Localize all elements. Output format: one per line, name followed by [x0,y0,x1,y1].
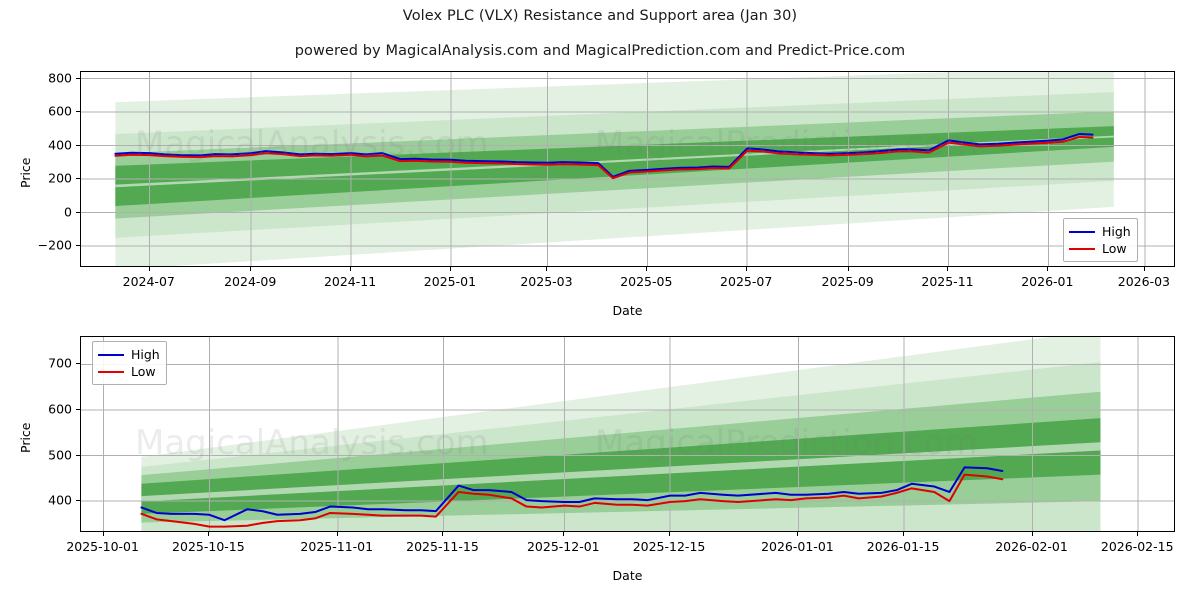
legend-item-low[interactable]: Low [98,363,160,380]
y-tick-mark [76,245,80,247]
y-tick-label: 400 [48,137,72,153]
legend-label-low: Low [1102,241,1127,256]
legend-item-high[interactable]: High [1069,223,1131,240]
top-chart-canvas [81,72,1174,266]
x-tick-label: 2025-12-15 [632,539,706,554]
y-tick-label: 200 [48,170,72,186]
legend-label-high: High [1102,224,1131,239]
x-tick-mark [563,532,565,536]
chart-subtitle: powered by MagicalAnalysis.com and Magic… [294,43,906,59]
y-tick-label: 0 [64,204,72,220]
x-tick-mark [797,532,799,536]
y-tick-mark [76,178,80,180]
x-tick-mark [746,267,748,271]
x-tick-mark [449,267,451,271]
x-tick-mark [148,267,150,271]
y-tick-mark [76,454,80,456]
x-tick-label: 2025-01 [423,274,477,289]
y-tick-mark [76,363,80,365]
legend-label-low: Low [131,364,156,379]
x-tick-label: 2025-05 [620,274,673,289]
y-tick-label: 700 [48,355,72,371]
x-tick-mark [336,532,338,536]
x-tick-label: 2025-10-15 [172,539,245,554]
x-tick-mark [250,267,252,271]
top-chart-x-axis-label: Date [612,303,643,318]
x-tick-label: 2025-11-15 [406,539,479,554]
bottom-chart-canvas [81,337,1174,531]
x-tick-label: 2026-03 [1117,274,1171,289]
x-tick-label: 2024-09 [224,274,277,289]
x-tick-mark [1031,532,1033,536]
x-tick-label: 2024-07 [122,274,175,289]
x-tick-mark [1137,532,1139,536]
x-tick-mark [847,267,849,271]
x-tick-label: 2026-01 [1021,274,1074,289]
x-tick-label: 2025-11 [921,274,974,289]
x-tick-mark [442,532,444,536]
y-tick-label: 600 [48,103,72,119]
x-tick-label: 2025-12-01 [526,539,600,554]
x-tick-label: 2025-10-01 [66,539,139,554]
bottom-chart-plot-area [80,336,1175,532]
y-tick-mark [76,77,80,79]
top-chart-plot-area [80,71,1175,267]
x-tick-label: 2026-02-15 [1100,539,1174,554]
legend-label-high: High [131,347,160,362]
legend-swatch-high [1069,230,1095,233]
legend-item-high[interactable]: High [98,346,160,363]
x-tick-mark [646,267,648,271]
x-tick-label: 2026-01-01 [761,539,834,554]
x-tick-label: 2024-11 [323,274,377,289]
y-tick-label: 500 [48,447,72,462]
x-tick-label: 2026-02-01 [995,539,1068,554]
legend-swatch-high [98,353,124,356]
x-tick-mark [102,532,104,536]
legend-item-low[interactable]: Low [1069,240,1131,257]
y-tick-label: 600 [48,401,72,417]
y-tick-mark [76,500,80,502]
y-tick-label: 800 [48,70,72,86]
y-tick-mark [76,211,80,213]
y-tick-mark [76,111,80,113]
y-tick-mark [76,144,80,146]
bottom-chart-legend[interactable]: High Low [92,341,167,385]
x-tick-mark [903,532,905,536]
x-tick-mark [669,532,671,536]
bottom-chart-x-axis-label: Date [612,568,643,583]
chart-title: Volex PLC (VLX) Resistance and Support a… [402,8,798,24]
top-chart-legend[interactable]: High Low [1063,218,1138,262]
legend-swatch-low [1069,247,1095,250]
legend-swatch-low [98,370,124,373]
x-tick-label: 2025-03 [520,274,573,289]
x-tick-mark [1047,267,1049,271]
y-tick-mark [76,408,80,410]
x-tick-mark [1143,267,1145,271]
x-tick-mark [208,532,210,536]
x-tick-label: 2025-11-01 [300,539,374,554]
x-tick-label: 2025-07 [720,274,773,289]
x-tick-label: 2025-09 [821,274,874,289]
x-tick-mark [947,267,949,271]
x-tick-mark [546,267,548,271]
x-tick-label: 2026-01-15 [866,539,940,554]
x-tick-mark [350,267,352,271]
y-tick-label: 400 [48,492,72,508]
y-tick-label: −200 [37,237,72,253]
